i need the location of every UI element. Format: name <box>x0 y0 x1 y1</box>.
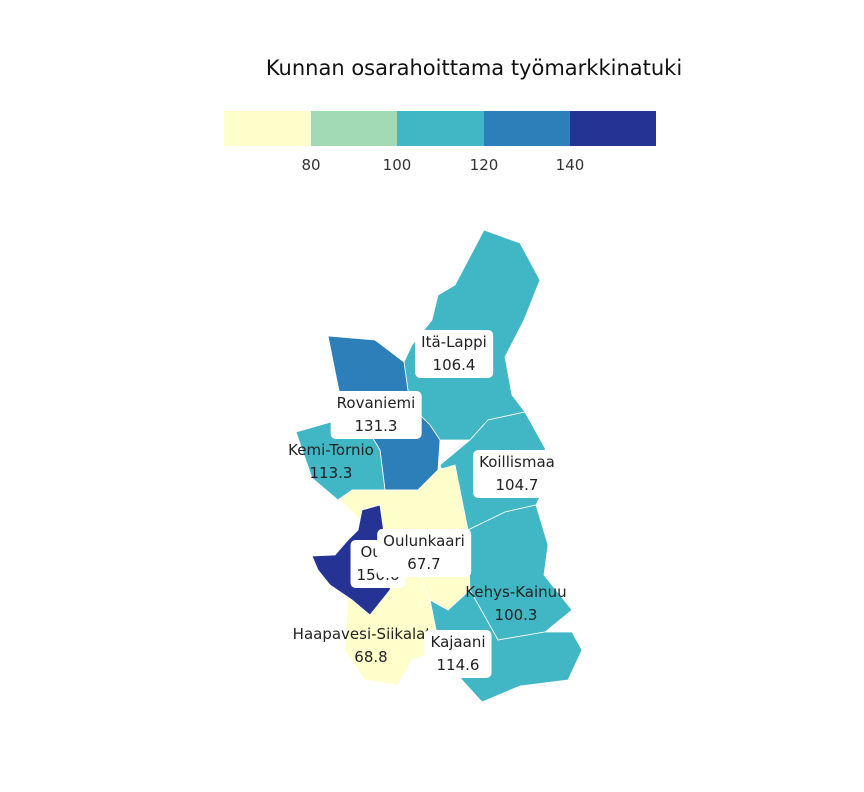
color-legend: 80 100 120 140 <box>224 111 656 174</box>
label-kemi-tornio: Kemi-Tornio 113.3 <box>288 441 374 482</box>
legend-swatch-4 <box>484 111 570 146</box>
map-title: Kunnan osarahoittama työmarkkinatuki <box>265 56 683 80</box>
legend-tick-140: 140 <box>556 156 585 174</box>
label-oulunkaari: Oulunkaari 67.7 <box>377 529 471 577</box>
label-kajaani: Kajaani 114.6 <box>424 630 492 678</box>
legend-tick-100: 100 <box>383 156 412 174</box>
legend-swatch-3 <box>397 111 484 146</box>
label-kehys-kainuu: Kehys-Kainuu 100.3 <box>465 583 567 624</box>
legend-tick-80: 80 <box>301 156 320 174</box>
label-koillismaa: Koillismaa 104.7 <box>473 450 561 498</box>
legend-tick-120: 120 <box>470 156 499 174</box>
label-haapavesi-siikalatva: Haapavesi-Siikalatva 68.8 <box>292 625 450 666</box>
legend-swatch-2 <box>311 111 397 146</box>
legend-swatch-5 <box>570 111 656 146</box>
legend-swatch-1 <box>224 111 311 146</box>
label-ita-lappi: Itä-Lappi 106.4 <box>415 330 493 378</box>
label-rovaniemi: Rovaniemi 131.3 <box>330 391 422 439</box>
